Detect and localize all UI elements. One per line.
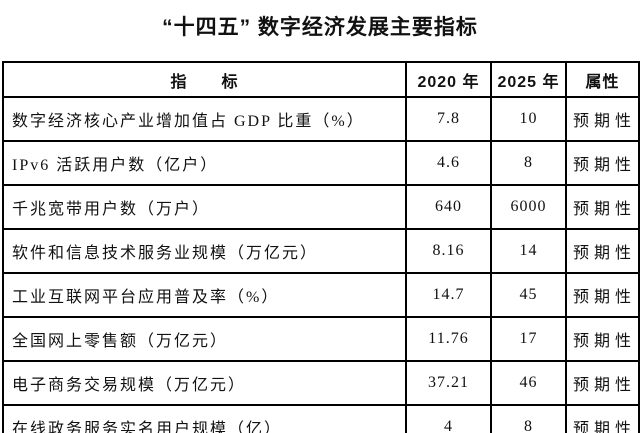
indicator-cell: 软件和信息技术服务业规模（万亿元） — [3, 229, 406, 273]
header-indicator: 指 标 — [3, 62, 406, 97]
attribute-cell: 预期性 — [566, 273, 639, 317]
indicator-cell: 数字经济核心产业增加值占 GDP 比重（%） — [3, 97, 406, 141]
attribute-cell: 预期性 — [566, 185, 639, 229]
indicators-table: 指 标 2020 年 2025 年 属性 数字经济核心产业增加值占 GDP 比重… — [2, 61, 640, 433]
table-header-row: 指 标 2020 年 2025 年 属性 — [3, 62, 639, 97]
table-row: IPv6 活跃用户数（亿户） 4.6 8 预期性 — [3, 141, 639, 185]
value-2025-cell: 6000 — [491, 185, 566, 229]
value-2025-cell: 14 — [491, 229, 566, 273]
table-row: 电子商务交易规模（万亿元） 37.21 46 预期性 — [3, 361, 639, 405]
header-attribute: 属性 — [566, 62, 639, 97]
table-row: 千兆宽带用户数（万户） 640 6000 预期性 — [3, 185, 639, 229]
attribute-cell: 预期性 — [566, 97, 639, 141]
indicator-cell: 工业互联网平台应用普及率（%） — [3, 273, 406, 317]
value-2020-cell: 4.6 — [406, 141, 491, 185]
attribute-cell: 预期性 — [566, 141, 639, 185]
table-row: 工业互联网平台应用普及率（%） 14.7 45 预期性 — [3, 273, 639, 317]
value-2020-cell: 8.16 — [406, 229, 491, 273]
header-2025: 2025 年 — [491, 62, 566, 97]
indicator-cell: 全国网上零售额（万亿元） — [3, 317, 406, 361]
indicator-cell: IPv6 活跃用户数（亿户） — [3, 141, 406, 185]
indicator-cell: 电子商务交易规模（万亿元） — [3, 361, 406, 405]
attribute-cell: 预期性 — [566, 229, 639, 273]
value-2020-cell: 7.8 — [406, 97, 491, 141]
attribute-cell: 预期性 — [566, 317, 639, 361]
attribute-cell: 预期性 — [566, 405, 639, 433]
value-2020-cell: 640 — [406, 185, 491, 229]
value-2025-cell: 10 — [491, 97, 566, 141]
value-2025-cell: 45 — [491, 273, 566, 317]
value-2025-cell: 46 — [491, 361, 566, 405]
table-row: 软件和信息技术服务业规模（万亿元） 8.16 14 预期性 — [3, 229, 639, 273]
table-row: 数字经济核心产业增加值占 GDP 比重（%） 7.8 10 预期性 — [3, 97, 639, 141]
value-2025-cell: 8 — [491, 405, 566, 433]
table-row: 在线政务服务实名用户规模（亿） 4 8 预期性 — [3, 405, 639, 433]
indicator-cell: 在线政务服务实名用户规模（亿） — [3, 405, 406, 433]
value-2020-cell: 37.21 — [406, 361, 491, 405]
table-row: 全国网上零售额（万亿元） 11.76 17 预期性 — [3, 317, 639, 361]
value-2025-cell: 8 — [491, 141, 566, 185]
attribute-cell: 预期性 — [566, 361, 639, 405]
indicator-cell: 千兆宽带用户数（万户） — [3, 185, 406, 229]
page-title: “十四五” 数字经济发展主要指标 — [0, 0, 640, 41]
value-2020-cell: 4 — [406, 405, 491, 433]
document-page: “十四五” 数字经济发展主要指标 指 标 2020 年 2025 年 属性 数字… — [0, 0, 640, 433]
value-2020-cell: 11.76 — [406, 317, 491, 361]
header-2020: 2020 年 — [406, 62, 491, 97]
value-2025-cell: 17 — [491, 317, 566, 361]
value-2020-cell: 14.7 — [406, 273, 491, 317]
